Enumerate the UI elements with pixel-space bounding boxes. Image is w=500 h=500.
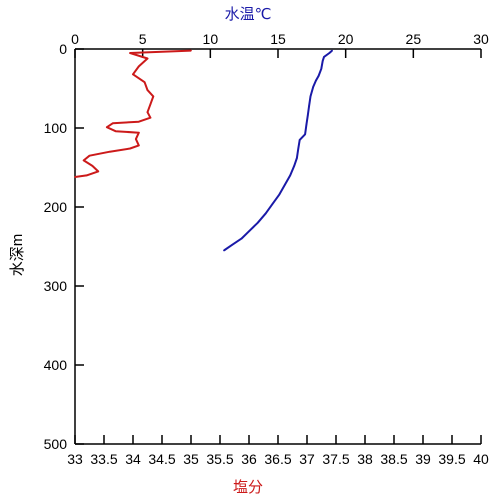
top-tick-label: 15 <box>270 31 286 47</box>
salinity-data-point <box>88 154 91 157</box>
top-tick-label: 0 <box>71 31 79 47</box>
temperature-data-point <box>321 60 324 62</box>
salinity-data-point <box>97 170 99 173</box>
salinity-data-point <box>138 120 140 123</box>
bottom-tick-label: 40 <box>473 451 489 467</box>
temperature-data-point <box>296 157 298 159</box>
bottom-tick-label: 36 <box>241 451 257 467</box>
salinity-data-point <box>143 81 146 83</box>
bottom-tick-label: 39 <box>415 451 431 467</box>
temperature-data-point <box>256 222 259 224</box>
temperature-data-point <box>305 124 308 126</box>
temperature-data-point <box>317 75 320 77</box>
temperature-data-point <box>308 105 310 107</box>
top-tick-label: 20 <box>338 31 354 47</box>
top-tick-label: 25 <box>406 31 422 47</box>
salinity-data-point <box>114 130 117 132</box>
salinity-data-point <box>138 144 140 147</box>
temperature-data-point <box>278 193 281 196</box>
y-tick-label: 300 <box>44 278 68 294</box>
salinity-data-point <box>190 49 192 52</box>
bottom-tick-label: 39.5 <box>438 451 465 467</box>
bottom-tick-label: 35 <box>183 451 199 467</box>
bottom-tick-label: 35.5 <box>206 451 233 467</box>
temperature-data-point <box>271 203 274 205</box>
bottom-tick-label: 34 <box>125 451 141 467</box>
temperature-data-point <box>297 147 300 150</box>
top-tick-label: 30 <box>473 31 489 47</box>
temperature-data-point <box>240 237 243 240</box>
salinity-data-point <box>146 111 149 113</box>
temperature-data-point <box>223 249 225 252</box>
temperature-data-point <box>309 95 312 98</box>
salinity-data-point <box>82 159 85 162</box>
salinity-data-point <box>149 103 152 106</box>
salinity-data-point <box>91 165 94 167</box>
top-tick-label: 10 <box>203 31 219 47</box>
salinity-data-point <box>132 73 134 76</box>
temperature-data-point <box>265 212 267 215</box>
temperature-data-point <box>328 52 331 54</box>
salinity-data-point <box>74 176 76 178</box>
bottom-tick-label: 36.5 <box>264 451 291 467</box>
bottom-tick-label: 33.5 <box>90 451 117 467</box>
salinity-data-point <box>138 131 140 134</box>
temperature-data-point <box>315 79 317 82</box>
bottom-axis-title: 塩分 <box>233 479 263 496</box>
temperature-data-point <box>298 139 301 141</box>
salinity-data-point <box>146 89 149 91</box>
salinity-data-point <box>106 126 108 128</box>
bottom-tick-label: 33 <box>67 451 83 467</box>
y-tick-label: 100 <box>44 120 68 136</box>
temperature-data-point <box>231 244 233 246</box>
temperature-data-point <box>312 86 315 88</box>
salinity-data-point <box>149 116 152 119</box>
salinity-data-point <box>135 138 137 140</box>
temperature-data-point <box>304 133 306 136</box>
salinity-data-point <box>129 52 131 54</box>
bottom-tick-label: 38.5 <box>380 451 407 467</box>
y-tick-label: 400 <box>44 357 68 373</box>
bottom-tick-label: 37 <box>299 451 315 467</box>
temperature-data-point <box>289 174 292 177</box>
axis-layer: 0 100 200 300 400 500 0 5 10 15 20 25 30 33 33.5 34 34.5… <box>44 31 489 467</box>
salinity-data-point <box>152 95 155 98</box>
temperature-data-point <box>248 229 251 232</box>
salinity-data-point <box>146 57 149 60</box>
bottom-tick-label: 34.5 <box>148 451 175 467</box>
salinity-data-point <box>85 174 88 177</box>
temperature-data-point <box>331 49 333 52</box>
bottom-tick-label: 37.5 <box>322 451 349 467</box>
y-axis-title: 水深m <box>9 234 26 277</box>
salinity-data-point <box>138 65 140 68</box>
bottom-tick-label: 38 <box>357 451 373 467</box>
salinity-data-point <box>109 150 111 153</box>
temperature-data-point <box>284 184 286 186</box>
series-layer <box>74 49 333 252</box>
temperature-data-point <box>323 56 325 58</box>
y-tick-label: 0 <box>59 41 67 57</box>
temperature-data-point <box>307 114 309 117</box>
label-layer: 水温℃ 塩分 水深m <box>9 6 271 496</box>
top-tick-label: 5 <box>139 31 147 47</box>
salinity-series-line <box>74 49 192 178</box>
y-tick-label: 500 <box>44 436 68 452</box>
top-axis-title: 水温℃ <box>225 6 272 23</box>
salinity-data-point <box>111 122 114 125</box>
salinity-data-point <box>129 147 131 150</box>
temperature-data-point <box>293 165 296 167</box>
temperature-data-point <box>320 68 323 70</box>
y-tick-label: 200 <box>44 199 68 215</box>
